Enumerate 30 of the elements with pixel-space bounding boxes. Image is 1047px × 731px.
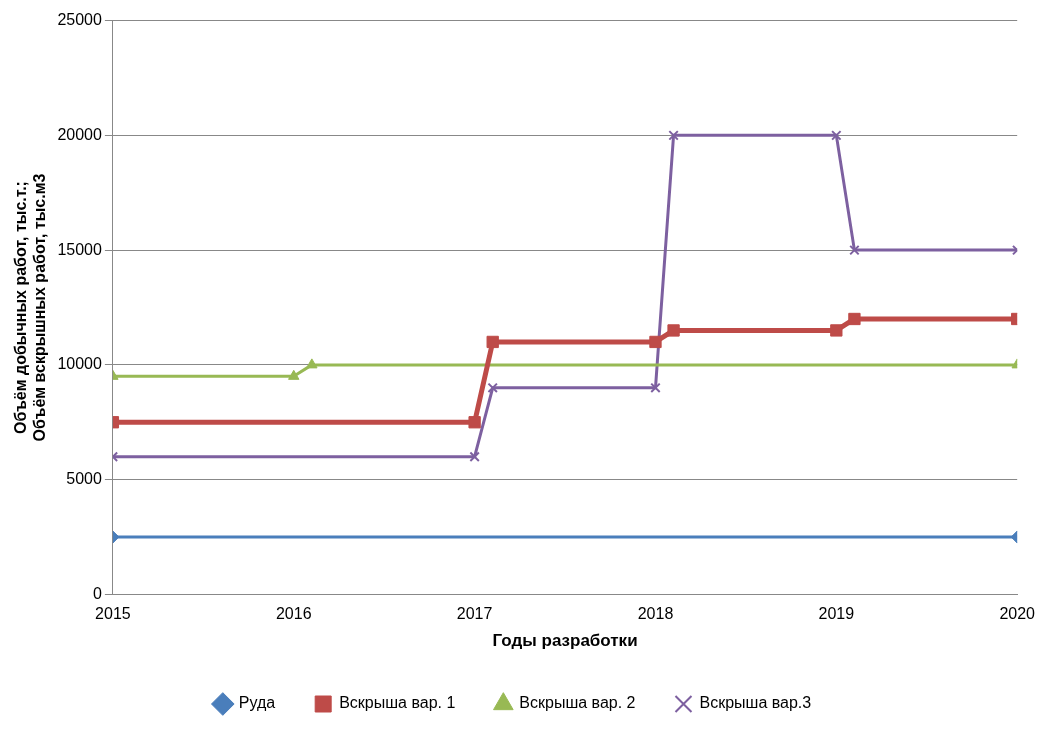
point	[486, 335, 499, 349]
point	[487, 382, 498, 394]
y-tick-label: 25000	[57, 11, 102, 29]
x-tick-label: 2018	[637, 605, 674, 623]
x-tick-label: 2020	[999, 605, 1036, 623]
point	[650, 382, 661, 394]
point	[649, 335, 662, 349]
x-tick-label: 2015	[95, 605, 131, 623]
point	[831, 130, 842, 141]
x-tick-label: 2019	[818, 605, 855, 623]
legend-label: Вскрыша вар.3	[699, 694, 812, 712]
point	[667, 324, 680, 337]
y-tick-label: 20000	[57, 125, 102, 143]
point	[848, 312, 861, 326]
legend-label: Вскрыша вар. 1	[339, 694, 456, 712]
legend-label: Руда	[238, 694, 276, 712]
x-tick-label: 2017	[456, 605, 493, 623]
x-axis-title: Годы разработки	[492, 631, 638, 651]
y-tick-label: 15000	[57, 240, 102, 258]
y-axis-title: Объём добычных работ, тыс.т.; Объём вскрышных работ, тыс.м3	[12, 173, 49, 442]
y-tick-label: 0	[92, 584, 102, 602]
legend-label: Вскрыша вар. 2	[519, 694, 636, 712]
point	[668, 130, 679, 141]
point	[468, 416, 481, 429]
y-tick-label: 5000	[66, 470, 102, 488]
y-tick-label: 10000	[57, 355, 102, 373]
point	[469, 451, 480, 462]
x-tick-label: 2016	[275, 605, 312, 623]
point	[830, 324, 843, 337]
point	[849, 244, 860, 256]
